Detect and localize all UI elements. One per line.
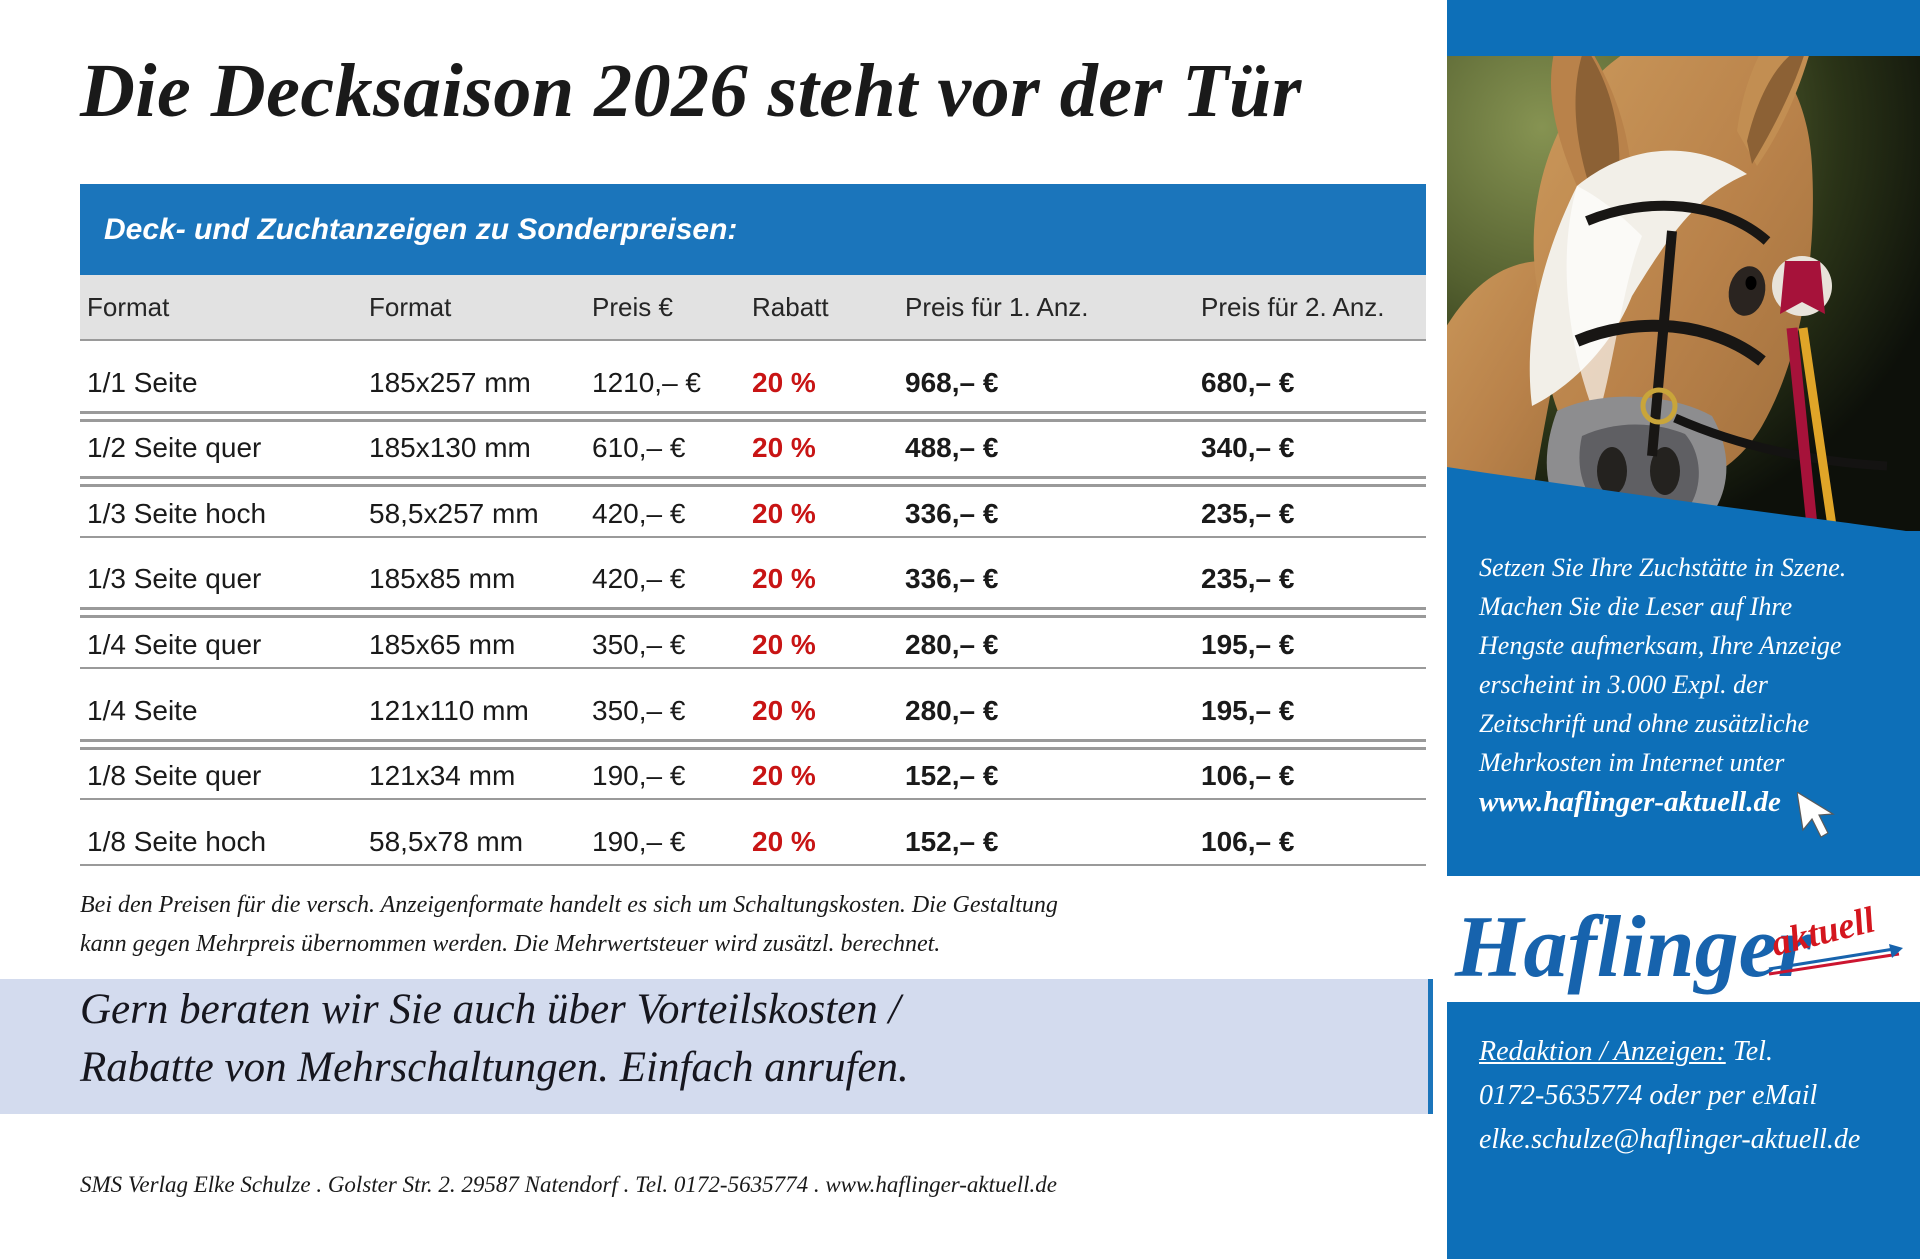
svg-text:Haflinger: Haflinger <box>1454 899 1813 996</box>
